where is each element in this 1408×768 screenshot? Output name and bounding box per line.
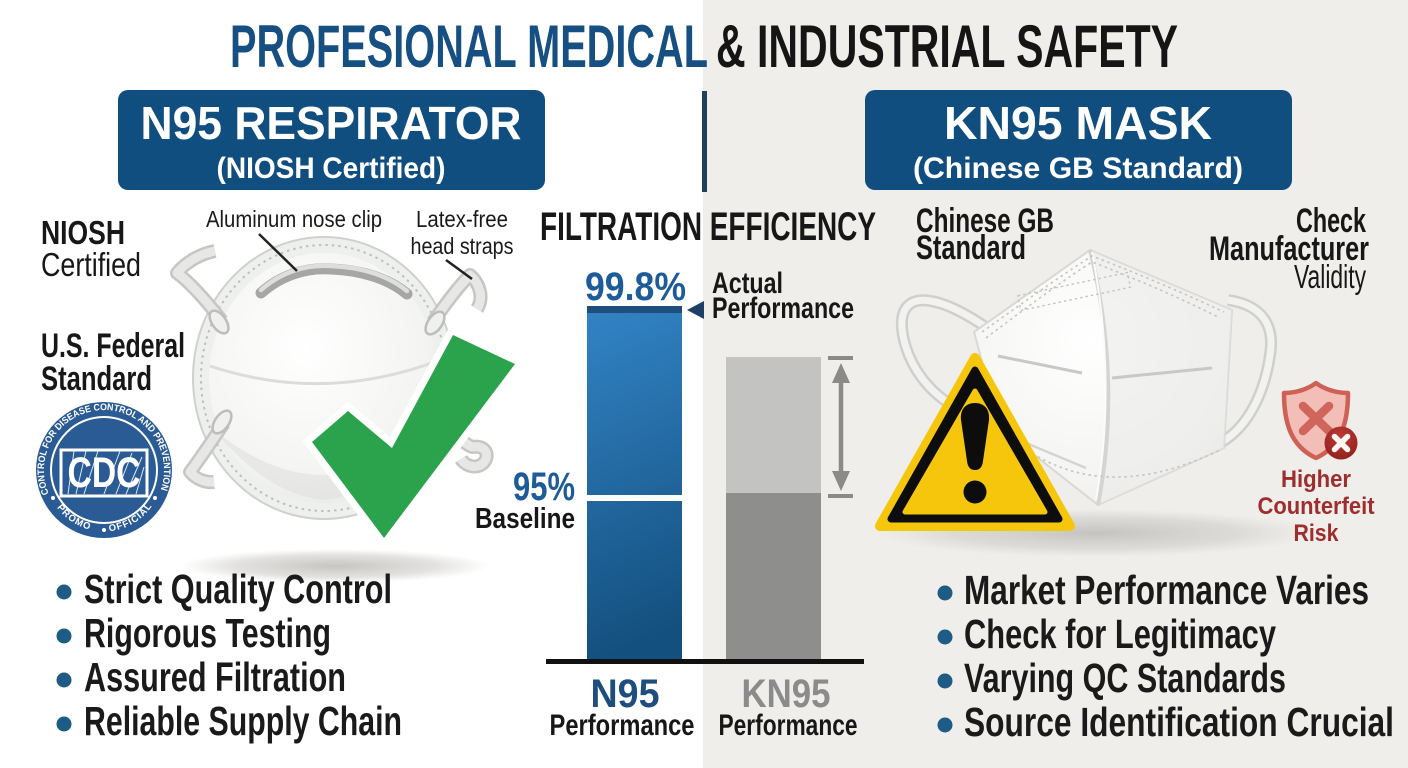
svg-text:Check for Legitimacy: Check for Legitimacy [964, 611, 1276, 657]
svg-text:Reliable Supply Chain: Reliable Supply Chain [84, 698, 402, 744]
svg-text:Performance: Performance [712, 292, 854, 325]
svg-text:FILTRATION EFFICIENCY: FILTRATION EFFICIENCY [540, 205, 876, 249]
svg-text:Market Performance Varies: Market Performance Varies [964, 567, 1369, 613]
svg-text:Latex-free: Latex-free [416, 206, 508, 232]
svg-text:Performance: Performance [719, 709, 858, 742]
svg-text:Strict Quality Control: Strict Quality Control [84, 566, 392, 612]
svg-text:Validity: Validity [1294, 258, 1366, 295]
svg-text:N95: N95 [591, 672, 660, 716]
svg-text:Higher: Higher [1281, 466, 1351, 493]
svg-text:Counterfeit: Counterfeit [1258, 493, 1375, 520]
svg-text:Certified: Certified [41, 246, 141, 283]
svg-text:Standard: Standard [41, 360, 152, 398]
svg-text:CDC: CDC [68, 449, 141, 497]
svg-text:Check: Check [1296, 202, 1366, 240]
svg-text:KN95: KN95 [742, 672, 831, 716]
svg-text:(NIOSH Certified): (NIOSH Certified) [217, 152, 446, 185]
svg-text:KN95 MASK: KN95 MASK [944, 97, 1212, 149]
svg-text:Assured Filtration: Assured Filtration [84, 654, 346, 700]
svg-text:Actual: Actual [712, 267, 783, 300]
svg-text:Rigorous Testing: Rigorous Testing [84, 610, 331, 656]
svg-text:NIOSH: NIOSH [41, 214, 125, 251]
svg-text:(Chinese GB Standard): (Chinese GB Standard) [913, 152, 1243, 185]
svg-text:N95 RESPIRATOR: N95 RESPIRATOR [141, 97, 522, 149]
svg-text:Baseline: Baseline [475, 503, 575, 535]
svg-text:Manufacturer: Manufacturer [1209, 230, 1369, 268]
svg-text:Varying QC Standards: Varying QC Standards [964, 655, 1286, 701]
svg-text:Chinese GB: Chinese GB [916, 202, 1054, 240]
svg-text:99.8%: 99.8% [585, 265, 686, 309]
svg-text:& INDUSTRIAL SAFETY: & INDUSTRIAL SAFETY [716, 13, 1178, 80]
svg-text:Risk: Risk [1294, 520, 1340, 547]
svg-text:PROFESIONAL MEDICAL: PROFESIONAL MEDICAL [230, 13, 708, 80]
svg-text:U.S. Federal: U.S. Federal [41, 327, 185, 365]
svg-text:head straps: head straps [411, 233, 514, 259]
svg-text:Performance: Performance [550, 709, 695, 742]
svg-text:Standard: Standard [916, 229, 1026, 267]
svg-text:95%: 95% [513, 465, 575, 509]
svg-text:Source Identification Crucial: Source Identification Crucial [964, 699, 1394, 745]
svg-text:Aluminum nose clip: Aluminum nose clip [206, 206, 382, 232]
